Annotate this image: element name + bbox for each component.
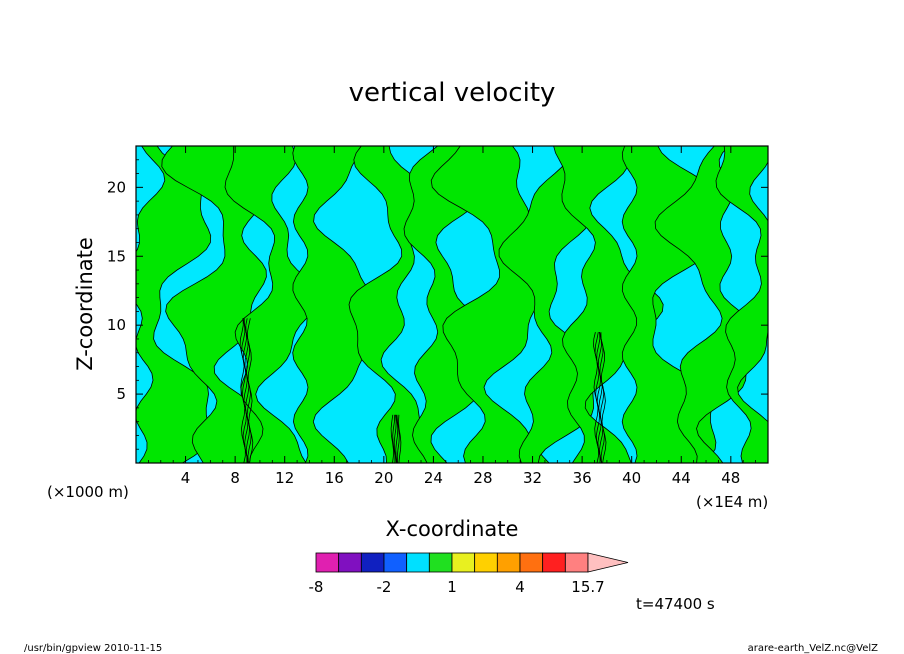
- y-axis: 5 10 15 20: [107, 159, 768, 450]
- plot-frame: [135, 145, 769, 464]
- colorbar-segment: [406, 552, 430, 573]
- positive-plume: [292, 146, 399, 463]
- x-tick-label: 24: [424, 469, 443, 487]
- colorbar-segment: [451, 552, 476, 573]
- y-tick-label: 5: [116, 385, 126, 403]
- core-contour: [398, 414, 402, 463]
- colorbar-segment: [360, 552, 385, 573]
- core-contour: [599, 332, 605, 463]
- colorbar-label: 1: [447, 578, 457, 596]
- x-tick-label: 32: [523, 469, 542, 487]
- x-unit-right: (×1E4 m): [696, 493, 768, 511]
- plot-area: [135, 145, 769, 464]
- x-tick-label: 36: [573, 469, 592, 487]
- core-contour: [239, 318, 246, 463]
- core-contour: [396, 414, 400, 463]
- colorbar-arrow: [587, 552, 629, 573]
- colorbar-segment: [315, 552, 340, 573]
- core-contour: [596, 332, 603, 463]
- colorbar-segment: [496, 552, 521, 573]
- core-contour: [395, 414, 399, 463]
- core-contour: [392, 414, 396, 463]
- colorbar-segment: [428, 552, 453, 573]
- y-axis-label: Z-coordinate: [73, 237, 97, 371]
- colorbar-segment: [542, 552, 566, 573]
- x-tick-label: 4: [181, 469, 191, 487]
- positive-plume: [136, 146, 212, 463]
- time-label: t=47400 s: [636, 595, 715, 613]
- positive-plume: [430, 146, 550, 463]
- core-contour: [393, 414, 397, 463]
- y-tick-label: 15: [107, 247, 126, 265]
- colorbar-label: -2: [377, 578, 392, 596]
- x-tick-label: 8: [230, 469, 240, 487]
- positive-plume: [348, 146, 436, 463]
- y-tick-label: 10: [107, 316, 126, 334]
- x-tick-label: 44: [672, 469, 691, 487]
- colorbar-segment: [338, 552, 362, 573]
- positive-plume: [715, 146, 768, 463]
- core-contour: [241, 318, 248, 463]
- x-tick-label: 12: [275, 469, 294, 487]
- core-contour: [600, 332, 607, 463]
- x-tick-label: 16: [325, 469, 344, 487]
- colorbar-segment: [564, 552, 589, 573]
- core-contour: [246, 318, 254, 463]
- colorbar: -8 -2 1 4 15.7: [309, 552, 629, 596]
- colorbar-label: 4: [515, 578, 525, 596]
- footer-right: arare-earth_VelZ.nc@VelZ: [748, 643, 879, 654]
- colorbar-segment: [383, 552, 408, 573]
- colorbar-label: -8: [309, 578, 324, 596]
- core-contour: [594, 332, 601, 463]
- x-tick-label: 48: [721, 469, 740, 487]
- core-contour: [597, 332, 604, 463]
- chart-title: vertical velocity: [349, 78, 556, 108]
- footer-left: /usr/bin/gpview 2010-11-15: [24, 643, 162, 654]
- core-contour: [242, 318, 249, 463]
- x-axis-label: X-coordinate: [386, 517, 519, 541]
- x-unit-left: (×1000 m): [47, 483, 129, 501]
- colorbar-segment: [519, 552, 544, 573]
- x-tick-label: 40: [622, 469, 641, 487]
- x-axis: 4 8 12 16 20 24 28 32 36 40 44 48: [147, 146, 757, 487]
- core-contour: [390, 414, 394, 463]
- velocity-field: [136, 146, 768, 463]
- positive-plume: [553, 146, 664, 463]
- y-tick-label: 20: [107, 178, 126, 196]
- x-tick-label: 28: [473, 469, 492, 487]
- colorbar-segment: [474, 552, 498, 573]
- positive-plume: [161, 146, 286, 463]
- colorbar-label: 15.7: [571, 578, 604, 596]
- x-tick-label: 20: [374, 469, 393, 487]
- core-contour: [243, 318, 251, 463]
